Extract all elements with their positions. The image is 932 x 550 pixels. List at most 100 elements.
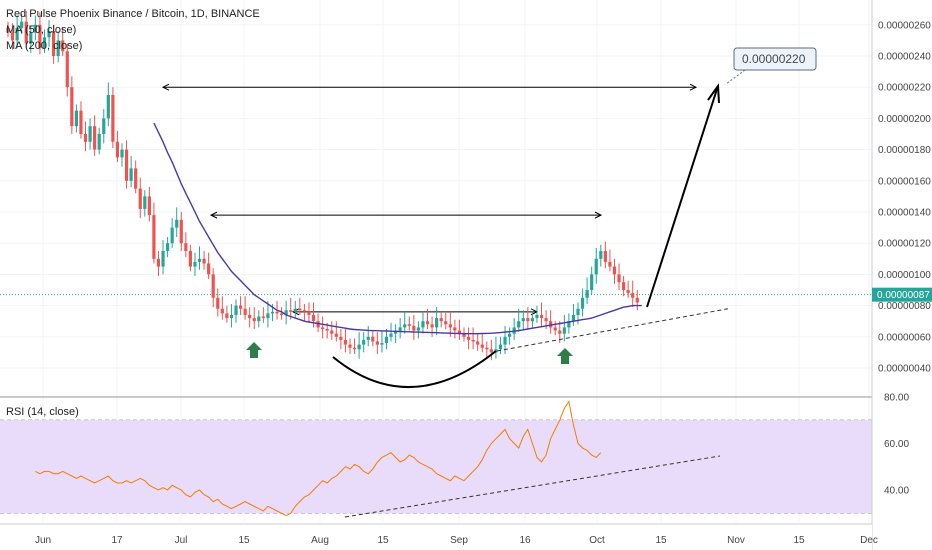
candle-body	[298, 308, 302, 311]
candle-body	[631, 293, 635, 298]
up-arrow-icon	[246, 342, 262, 358]
candle-body	[448, 324, 452, 328]
rsi-line	[35, 400, 602, 517]
candle-body	[275, 311, 279, 314]
price-tick-label: 0.00000160	[878, 176, 931, 187]
candle-body	[571, 314, 576, 322]
candle-body	[416, 327, 420, 331]
candle-body	[380, 343, 384, 345]
candle-body	[102, 118, 106, 134]
time-axis: Jun 17 Jul 15 Aug 15 Sep 16 Oct 15 Nov 15 Dec	[0, 523, 878, 550]
candle-body	[248, 314, 252, 319]
candle-body	[330, 330, 334, 334]
candle-body	[47, 31, 51, 38]
candle-body	[435, 318, 439, 328]
candle-body	[115, 141, 120, 158]
ma50-legend: MA (50, close)	[6, 24, 77, 36]
candle-body	[544, 318, 548, 322]
arrowhead-left	[291, 308, 300, 316]
candle-body	[444, 321, 448, 325]
candle-body	[480, 344, 484, 348]
candle-body	[489, 349, 493, 353]
price-tick-label: 0.00000100	[878, 270, 931, 281]
candle-body	[238, 305, 243, 309]
time-axis-bg	[0, 524, 872, 550]
candle-body	[6, 27, 10, 33]
candle-body	[175, 219, 179, 228]
candle-body	[421, 321, 425, 328]
candle-body	[321, 327, 325, 329]
time-tick-label: 15	[238, 535, 250, 546]
candle-body	[225, 313, 229, 319]
time-tick-label: Jun	[35, 535, 51, 546]
cup-arc	[332, 350, 497, 388]
candle-body	[179, 219, 183, 244]
candle-body	[161, 251, 165, 267]
price-tick-label: 0.00000080	[878, 301, 931, 312]
candle-body	[352, 347, 357, 350]
ma200-legend: MA (200, close)	[6, 40, 83, 52]
candle-body	[316, 321, 320, 328]
candle-body	[52, 31, 56, 56]
candle-body	[147, 196, 151, 216]
time-tick-label: Jul	[175, 535, 188, 546]
candles	[6, 10, 639, 361]
rsi-legend: RSI (14, close)	[6, 406, 79, 418]
candle-body	[293, 308, 297, 312]
candle-body	[462, 333, 466, 337]
candle-body	[33, 24, 37, 33]
candle-body	[42, 37, 47, 49]
time-tick-label: Oct	[589, 535, 605, 546]
price-axis-bg	[872, 0, 932, 550]
candle-body	[549, 321, 553, 328]
price-tick-label: 0.00000260	[878, 20, 931, 31]
candle-body	[74, 110, 78, 127]
candle-body	[88, 126, 92, 142]
candle-body	[357, 344, 361, 350]
candle-body	[521, 318, 525, 322]
candle-body	[334, 333, 338, 337]
candle-body	[635, 297, 639, 303]
candle-body	[343, 339, 348, 345]
candle-body	[184, 243, 188, 251]
candle-body	[24, 21, 28, 44]
candle-body	[29, 32, 33, 44]
candle-body	[576, 308, 580, 315]
candle-body	[261, 316, 265, 319]
candle-body	[508, 333, 512, 337]
price-tick-label: 0.00000200	[878, 114, 931, 125]
candle-body	[366, 336, 370, 340]
candle-body	[193, 261, 197, 267]
candle-body	[266, 313, 270, 319]
candle-body	[270, 311, 275, 314]
candle-body	[170, 227, 174, 244]
candle-body	[211, 274, 215, 298]
candle-body	[202, 258, 206, 264]
price-tick-label: 0.00000060	[878, 332, 931, 343]
candle-body	[197, 258, 202, 262]
candle-body	[120, 149, 124, 158]
candle-body	[70, 87, 74, 127]
projection-arrowhead	[707, 83, 720, 104]
candle-body	[143, 196, 147, 209]
candle-body	[612, 266, 617, 275]
candle-body	[20, 21, 24, 28]
candle-body	[539, 314, 544, 319]
candle-body	[243, 308, 247, 315]
candle-body	[307, 311, 311, 315]
projection-arrow	[646, 88, 718, 308]
candle-body	[252, 318, 256, 322]
candle-body	[152, 215, 156, 259]
candle-body	[375, 341, 379, 345]
target-callout[interactable]: 0.00000220	[725, 47, 817, 85]
candle-body	[494, 349, 498, 353]
candle-body	[106, 95, 110, 119]
candle-body	[289, 310, 293, 312]
candle-body	[485, 347, 489, 350]
candle-body	[407, 324, 411, 326]
candle-body	[207, 263, 211, 275]
chart-title: Red Pulse Phoenix Binance / Bitcoin, 1D,…	[6, 8, 260, 20]
candle-body	[339, 336, 343, 340]
candle-body	[394, 330, 398, 334]
